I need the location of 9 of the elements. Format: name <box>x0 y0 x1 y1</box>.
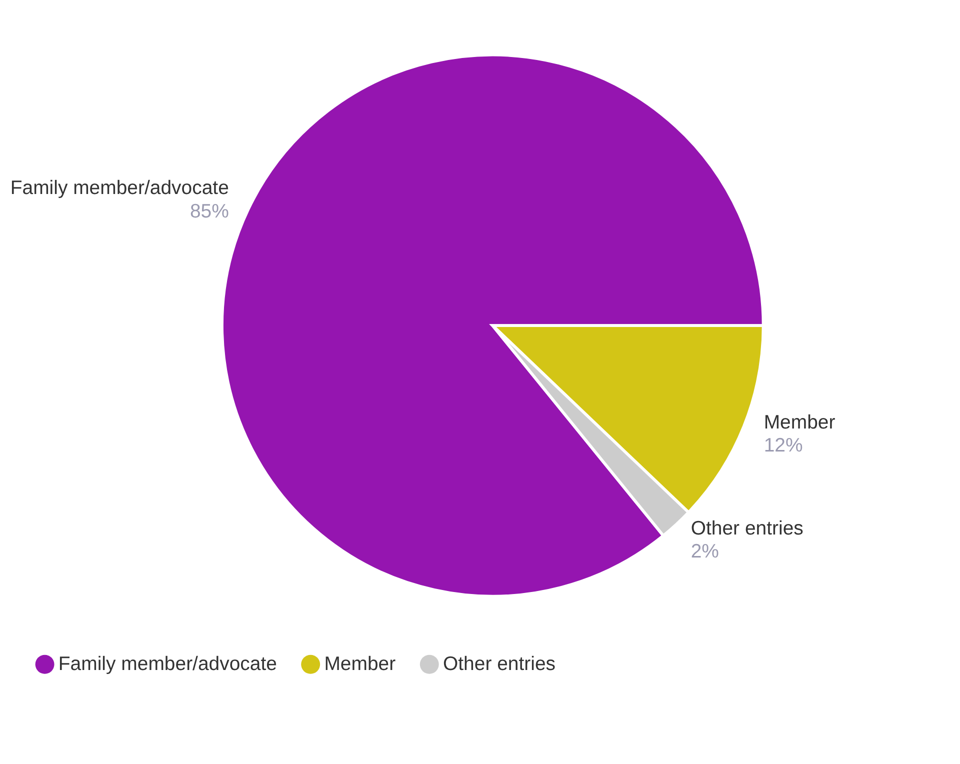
data-label: 12% <box>764 434 803 457</box>
slice-label: Member <box>764 411 836 434</box>
slice-label: Family member/advocate <box>10 177 229 200</box>
data-label: 2% <box>690 540 719 563</box>
legend-label: Member <box>324 653 396 676</box>
legend-label: Other entries <box>443 653 556 676</box>
legend-label: Family member/advocate <box>58 653 277 676</box>
slice-label: Other entries <box>690 517 804 540</box>
data-label: 85% <box>190 200 229 223</box>
